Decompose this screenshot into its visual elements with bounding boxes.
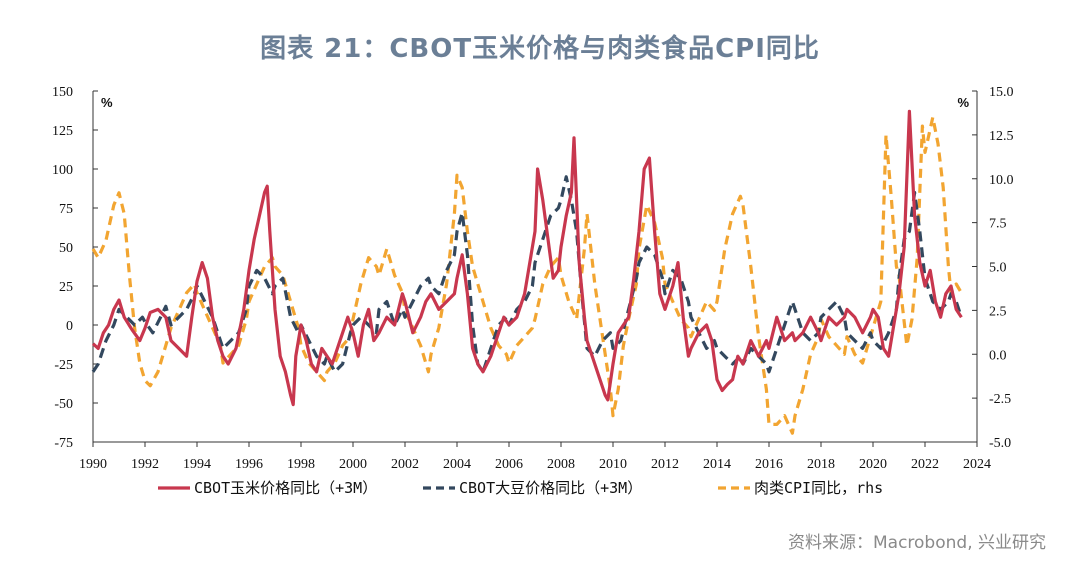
left-unit-label: %: [101, 95, 113, 110]
series-line-2: [91, 115, 963, 435]
right-tick-label: 0.0: [989, 348, 1007, 363]
chart-title: 图表 21：CBOT玉米价格与肉类食品CPI同比: [260, 34, 820, 64]
right-tick-label: 12.5: [989, 129, 1014, 144]
legend-label-0: CBOT玉米价格同比（+3M）: [194, 479, 377, 497]
right-tick-label: 2.5: [989, 304, 1007, 319]
x-tick-label: 1998: [287, 457, 315, 472]
x-tick-label: 1992: [131, 457, 159, 472]
x-tick-label: 2014: [703, 457, 731, 472]
series-line-1: [91, 175, 963, 374]
x-tick-label: 2004: [443, 457, 471, 472]
x-tick-label: 2016: [755, 457, 783, 472]
right-unit-label: %: [957, 95, 969, 110]
x-tick-label: 2018: [807, 457, 835, 472]
x-tick-label: 2000: [339, 457, 367, 472]
left-tick-label: -75: [54, 436, 73, 451]
right-tick-label: -5.0: [989, 436, 1011, 451]
x-tick-label: 1994: [183, 457, 211, 472]
left-tick-label: 50: [59, 241, 73, 256]
x-tick-label: 2012: [651, 457, 679, 472]
source-note: 资料来源：Macrobond, 兴业研究: [787, 533, 1046, 553]
x-tick-label: 2022: [911, 457, 939, 472]
left-tick-label: 125: [52, 124, 73, 139]
x-tick-label: 1996: [235, 457, 263, 472]
right-tick-label: 7.5: [989, 217, 1007, 232]
series-layer: [91, 109, 963, 435]
x-tick-label: 1990: [79, 457, 107, 472]
x-tick-label: 2010: [599, 457, 627, 472]
x-tick-label: 2008: [547, 457, 575, 472]
left-tick-label: 0: [66, 319, 73, 334]
x-tick-label: 2020: [859, 457, 887, 472]
right-tick-label: 10.0: [989, 173, 1014, 188]
left-tick-label: -25: [54, 358, 73, 373]
left-tick-label: 100: [52, 163, 73, 178]
legend: CBOT玉米价格同比（+3M） CBOT大豆价格同比（+3M） 肉类CPI同比，rh…: [158, 479, 883, 497]
chart-svg: 150 125 100 75 50 25 0 -25 -50 -75 15.0 12.5 10.0 7.5…: [52, 85, 1014, 497]
right-tick-label: -2.5: [989, 392, 1011, 407]
x-tick-label: 2002: [391, 457, 419, 472]
left-tick-label: -50: [54, 397, 73, 412]
left-tick-label: 75: [59, 202, 73, 217]
series-line-0: [91, 109, 963, 407]
right-tick-label: 15.0: [989, 85, 1014, 100]
left-tick-label: 25: [59, 280, 73, 295]
left-tick-label: 150: [52, 85, 73, 100]
legend-label-2: 肉类CPI同比，rhs: [754, 479, 883, 497]
axes: 150 125 100 75 50 25 0 -25 -50 -75 15.0 12.5 10.0 7.5…: [52, 85, 1014, 472]
right-tick-label: 5.0: [989, 261, 1007, 276]
x-tick-label: 2006: [495, 457, 523, 472]
legend-label-1: CBOT大豆价格同比（+3M）: [459, 479, 642, 497]
x-tick-label: 2024: [963, 457, 991, 472]
